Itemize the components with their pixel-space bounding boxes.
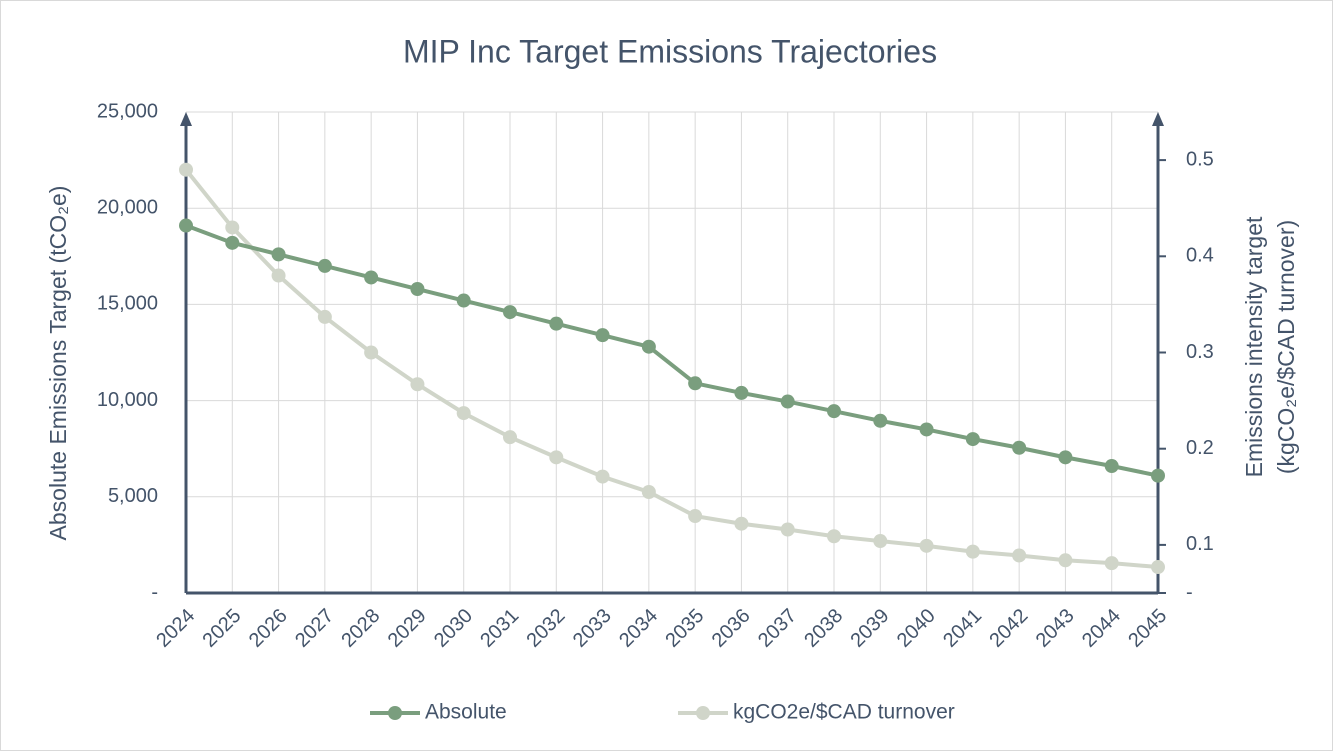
point bbox=[410, 282, 425, 297]
y-tick-label: 20,000 bbox=[97, 196, 158, 218]
point bbox=[410, 377, 425, 392]
point bbox=[827, 529, 841, 544]
y2-tick-label: - bbox=[1186, 581, 1193, 603]
point bbox=[271, 247, 286, 262]
point bbox=[595, 469, 610, 484]
point bbox=[179, 218, 193, 233]
chart-title: MIP Inc Target Emissions Trajectories bbox=[403, 33, 937, 69]
legend-label: kgCO2e/$CAD turnover bbox=[733, 701, 955, 724]
point bbox=[456, 293, 471, 308]
point bbox=[919, 422, 934, 437]
y2-tick-label: 0.2 bbox=[1186, 437, 1214, 459]
point bbox=[688, 509, 703, 524]
y-tick-label: 5,000 bbox=[108, 485, 158, 507]
point bbox=[919, 538, 934, 553]
point bbox=[688, 376, 703, 391]
point bbox=[1012, 548, 1027, 563]
point bbox=[827, 404, 841, 419]
point bbox=[503, 305, 517, 320]
y2-axis-label: Emissions intensity target bbox=[1241, 216, 1267, 477]
point bbox=[965, 544, 980, 559]
point bbox=[1058, 553, 1073, 568]
point bbox=[225, 220, 240, 235]
y2-tick-label: 0.3 bbox=[1186, 341, 1214, 363]
y-tick-label: 15,000 bbox=[97, 293, 158, 315]
point bbox=[364, 270, 379, 285]
point bbox=[1104, 556, 1119, 571]
point bbox=[179, 162, 193, 177]
point bbox=[456, 406, 471, 421]
y2-tick-label: 0.1 bbox=[1186, 533, 1214, 555]
point bbox=[641, 339, 656, 354]
point bbox=[271, 268, 286, 283]
y-tick-label: - bbox=[151, 581, 158, 603]
point bbox=[317, 309, 332, 324]
axis-arrow bbox=[1152, 112, 1164, 126]
point bbox=[225, 235, 240, 250]
point bbox=[1151, 468, 1165, 483]
legend-label: Absolute bbox=[425, 701, 507, 724]
point bbox=[734, 385, 749, 400]
legend-marker bbox=[388, 706, 402, 720]
point bbox=[1058, 450, 1073, 465]
axis-arrow bbox=[180, 112, 192, 126]
point bbox=[965, 432, 980, 447]
y-tick-label: 25,000 bbox=[97, 100, 158, 122]
point bbox=[641, 484, 656, 499]
point bbox=[364, 345, 379, 360]
point bbox=[549, 316, 564, 331]
point bbox=[873, 534, 888, 549]
legend-marker bbox=[696, 706, 710, 720]
y-axis-label: Absolute Emissions Target (tCO₂e) bbox=[45, 186, 71, 541]
point bbox=[549, 450, 564, 465]
point bbox=[1012, 440, 1027, 455]
point bbox=[873, 413, 888, 428]
point bbox=[317, 258, 332, 273]
point bbox=[734, 516, 749, 531]
point bbox=[780, 394, 795, 409]
y2-axis-label: (kgCO₂e/$CAD turnover) bbox=[1273, 220, 1299, 474]
y2-tick-label: 0.5 bbox=[1186, 148, 1214, 170]
y2-tick-label: 0.4 bbox=[1186, 245, 1214, 267]
point bbox=[780, 522, 795, 537]
y-tick-label: 10,000 bbox=[97, 389, 158, 411]
series-line bbox=[184, 168, 1159, 570]
point bbox=[503, 430, 517, 445]
series-line bbox=[185, 223, 1159, 478]
point bbox=[1104, 459, 1119, 474]
point bbox=[1151, 560, 1165, 575]
point bbox=[595, 328, 610, 343]
